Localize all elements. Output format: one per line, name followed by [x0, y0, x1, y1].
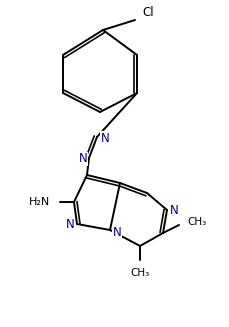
- Text: N: N: [112, 226, 121, 238]
- Text: N: N: [100, 131, 109, 145]
- Text: CH₃: CH₃: [186, 217, 205, 227]
- Text: N: N: [78, 152, 87, 165]
- Text: N: N: [169, 203, 178, 216]
- Text: CH₃: CH₃: [130, 268, 149, 278]
- Text: N: N: [65, 218, 74, 232]
- Text: Cl: Cl: [142, 6, 153, 19]
- Text: H₂N: H₂N: [29, 197, 50, 207]
